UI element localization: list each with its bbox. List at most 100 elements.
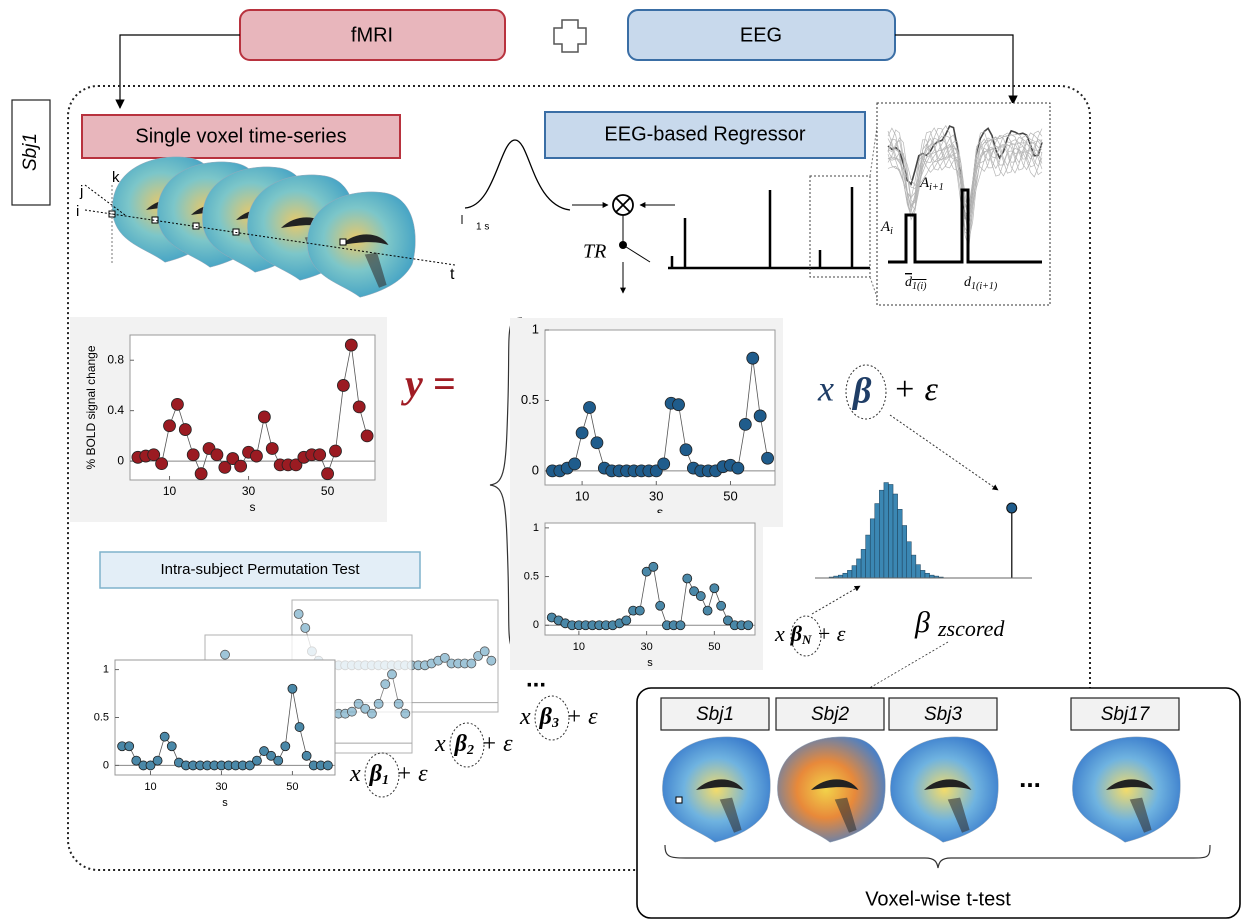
data-point xyxy=(250,450,262,462)
plot xyxy=(1007,503,1017,578)
data-point xyxy=(252,756,261,765)
data-point xyxy=(156,458,168,470)
eeg-spike-train xyxy=(668,187,870,268)
data-point xyxy=(322,468,334,480)
data-point xyxy=(683,574,692,583)
data-point xyxy=(160,732,169,741)
eq-rest: + ε xyxy=(396,761,428,787)
data-point xyxy=(747,352,759,364)
eq-sub: 3 xyxy=(551,716,559,731)
x-tick-label: 10 xyxy=(163,484,177,498)
switch xyxy=(623,245,650,262)
group-ellipsis: ... xyxy=(1019,763,1041,793)
data-point xyxy=(739,418,751,430)
i-label: i xyxy=(76,203,79,220)
data-point xyxy=(167,742,176,751)
eq-null: xβN+ ε xyxy=(774,621,846,647)
x-axis-label: s xyxy=(647,657,653,669)
x-tick-label: 50 xyxy=(723,488,737,503)
eq-x: x xyxy=(349,761,361,787)
data-point xyxy=(374,699,383,708)
x-tick-label: 10 xyxy=(573,641,585,653)
equation-lhs: y = xyxy=(401,361,456,406)
stem-head xyxy=(1007,503,1017,513)
data-point xyxy=(649,562,658,571)
voxel xyxy=(676,797,682,803)
data-point xyxy=(381,680,390,689)
eeg-label: EEG xyxy=(740,24,782,46)
eq-beta: β xyxy=(454,731,468,757)
data-point xyxy=(314,449,326,461)
data-point xyxy=(187,449,199,461)
histogram-bar xyxy=(879,490,884,578)
diagram: fMRI EEG Sbj1 Single voxel time-series E… xyxy=(0,0,1244,921)
regressor-title: EEG-based Regressor xyxy=(604,123,806,145)
brain xyxy=(307,192,415,297)
arrow xyxy=(895,35,1013,104)
data-point xyxy=(401,709,410,718)
y-tick-label: 0 xyxy=(532,462,539,477)
x-tick-label: 10 xyxy=(575,488,589,503)
histogram-bar xyxy=(857,559,862,578)
plus-icon xyxy=(554,20,586,52)
voxel-title: Single voxel time-series xyxy=(135,125,346,147)
data-point xyxy=(676,621,685,630)
data-point xyxy=(658,458,670,470)
y-tick-label: 1 xyxy=(103,663,109,675)
plot-area xyxy=(545,523,755,635)
data-point xyxy=(179,424,191,436)
tr-label: TR xyxy=(583,241,606,263)
histogram-bar xyxy=(870,519,875,578)
brain-volumes xyxy=(109,157,415,297)
voxel xyxy=(340,239,346,245)
subject-tag-label: Sbj1 xyxy=(20,133,41,171)
data-point xyxy=(221,650,230,659)
histogram-bar xyxy=(898,509,903,578)
histogram-bar xyxy=(875,504,880,578)
data-point xyxy=(164,420,176,432)
histogram-bar xyxy=(911,555,916,578)
data-point xyxy=(195,468,207,480)
data-point xyxy=(673,399,685,411)
y-tick-label: 0 xyxy=(533,619,539,631)
histogram-bar xyxy=(884,483,889,578)
data-point xyxy=(295,723,304,732)
eq-beta: β xyxy=(369,761,383,787)
data-point xyxy=(288,684,297,693)
histogram-bar xyxy=(888,484,893,578)
data-point xyxy=(387,670,396,679)
x-axis-label: s xyxy=(250,500,256,514)
data-point xyxy=(367,709,376,718)
data-point xyxy=(235,460,247,472)
eq-sub: 2 xyxy=(466,743,474,758)
arrow xyxy=(812,586,860,614)
data-point xyxy=(302,751,311,760)
data-point xyxy=(294,610,303,619)
data-point xyxy=(703,606,712,615)
y-tick-label: 0.5 xyxy=(521,392,539,407)
y-tick-label: 0.8 xyxy=(107,352,124,366)
eq-x: x xyxy=(434,731,446,757)
x-tick-label: 50 xyxy=(708,641,720,653)
eq-beta: β xyxy=(851,370,872,410)
histogram-bar xyxy=(843,573,848,578)
data-point xyxy=(353,401,365,413)
j-label: j xyxy=(79,183,83,200)
x-tick-label: 30 xyxy=(242,484,256,498)
arrow xyxy=(120,35,240,108)
data-point xyxy=(622,616,631,625)
y-tick-label: 0.4 xyxy=(107,403,124,417)
data-point xyxy=(125,742,134,751)
y-axis-label: % BOLD signal change xyxy=(84,345,98,469)
data-point xyxy=(467,659,476,668)
histogram-bar xyxy=(847,570,852,578)
group-subjects: Sbj1Sbj2Sbj3Sbj17 xyxy=(661,698,1180,842)
histogram-bar xyxy=(893,494,898,578)
